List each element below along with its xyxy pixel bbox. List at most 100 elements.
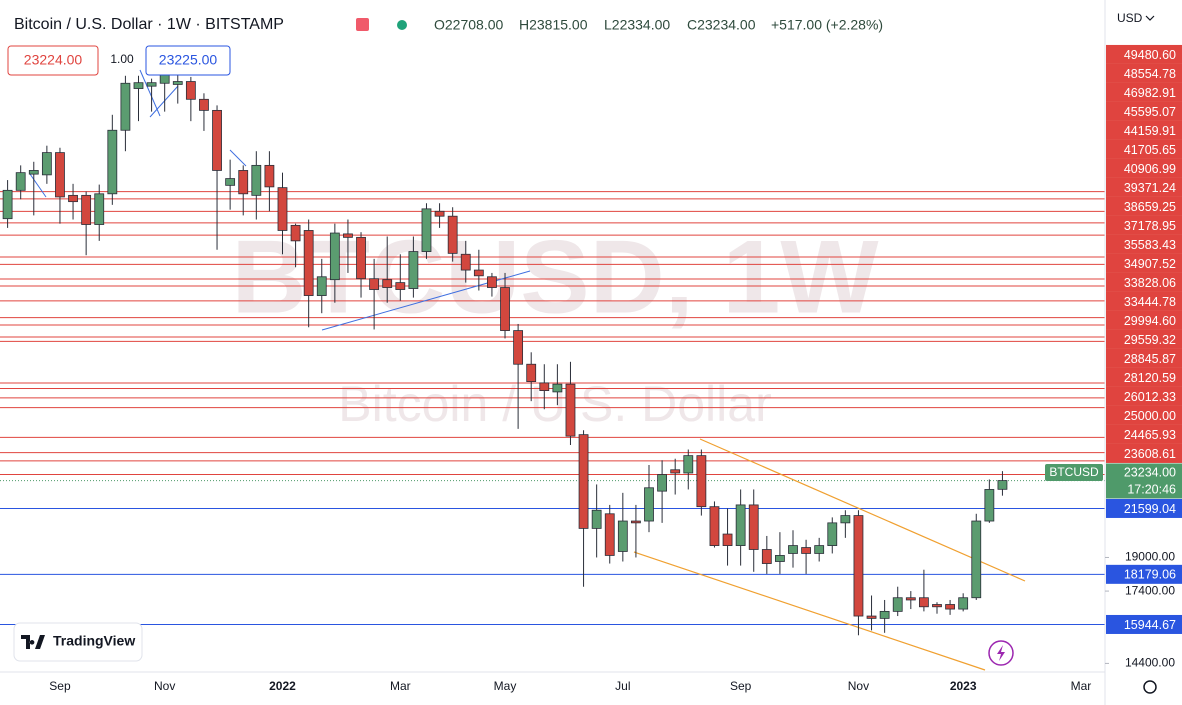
candle-body [696, 455, 707, 508]
level-label: 37178.95 [1124, 219, 1176, 233]
x-tick-label: Sep [49, 679, 71, 693]
candle-body [120, 82, 131, 131]
candle-body [617, 520, 628, 552]
level-label-box [1106, 139, 1182, 159]
level-label-box [1106, 564, 1182, 584]
legend-change: +517.00 (+2.28%) [771, 17, 883, 33]
candle-body [552, 383, 563, 393]
level-label: 35583.43 [1124, 238, 1176, 252]
level-label: 45595.07 [1124, 105, 1176, 119]
level-label: 24465.93 [1124, 428, 1176, 442]
level-label-box [1106, 44, 1182, 64]
level-label: 38659.25 [1124, 200, 1176, 214]
sell-price: 23224.00 [24, 52, 83, 68]
candle-body [408, 251, 419, 289]
buy-price: 23225.00 [159, 52, 218, 68]
symbol-tag-box [1045, 463, 1103, 481]
level-label-box [1106, 215, 1182, 235]
remove-icon[interactable] [356, 18, 369, 31]
currency[interactable]: USD [1117, 11, 1143, 25]
spread: 1.00 [110, 52, 134, 66]
candle-body [984, 489, 995, 522]
x-tick-label: 2023 [950, 679, 977, 693]
axes: Sep Nov 2022 Mar May Jul Sep Nov 2023 Mar 19000.00… [49, 44, 1182, 693]
candle-body [748, 504, 759, 550]
last-price-box [1106, 463, 1182, 499]
candle-body [329, 232, 340, 281]
candle-body [68, 194, 78, 203]
candle-body [788, 545, 798, 554]
logo-text: TradingView [53, 633, 135, 649]
candle-body [565, 383, 576, 437]
y-tick-label: 14400.00 [1125, 656, 1175, 670]
candle-body [460, 253, 471, 271]
settings-icon[interactable] [1143, 680, 1157, 694]
candle-body [761, 549, 772, 564]
candle-body [421, 208, 432, 252]
candle-body [15, 172, 26, 191]
x-tick-label: Mar [1071, 679, 1092, 693]
candles [2, 64, 1008, 636]
level-label: 49480.60 [1124, 48, 1176, 62]
candle-body [487, 276, 497, 288]
level-label-box [1106, 329, 1182, 349]
candle-body [879, 610, 890, 619]
level-label-box [1106, 291, 1182, 311]
x-tick-label: Nov [154, 679, 175, 693]
candle-body [670, 469, 681, 474]
candle-body [251, 164, 262, 196]
candle-body [369, 278, 380, 290]
candle-body [958, 597, 969, 610]
x-tick-label: Nov [848, 679, 869, 693]
level-label-box [1106, 386, 1182, 406]
alert-bolt [997, 645, 1005, 661]
candle-body [840, 515, 851, 524]
candle-body [919, 597, 929, 608]
chart-title: Bitcoin / U.S. Dollar · 1W · BITSTAMP [14, 16, 284, 33]
candle-body [892, 597, 903, 612]
candle-body [591, 509, 602, 529]
level-label: 28120.59 [1124, 371, 1176, 385]
level-label-box [1106, 101, 1182, 121]
level-label: 40906.99 [1124, 162, 1176, 176]
level-label: 26012.33 [1124, 390, 1176, 404]
level-label: 46982.91 [1124, 86, 1176, 100]
candle-body [814, 545, 825, 554]
level-label: 25000.00 [1124, 409, 1176, 423]
candle-body [264, 164, 275, 188]
candle-body [434, 210, 445, 217]
candle-body [853, 515, 864, 617]
level-label-box [1106, 310, 1182, 330]
symbol-tag: BTCUSD [1049, 465, 1099, 479]
logo-box[interactable] [13, 622, 143, 662]
candle-body [709, 506, 720, 546]
x-tick-label: Sep [730, 679, 752, 693]
trend-line [229, 149, 247, 167]
candle-body [526, 363, 537, 383]
candle-body [28, 170, 39, 175]
logo-mark [21, 635, 45, 649]
candle-body [172, 81, 183, 85]
legend-high: H23815.00 [519, 17, 588, 33]
candle-body [945, 604, 955, 610]
sell-button[interactable] [7, 45, 99, 76]
candle-body [644, 487, 654, 522]
header: Bitcoin / U.S. Dollar · 1W · BITSTAMP O2… [7, 11, 1155, 76]
candle-body [316, 276, 327, 296]
buy-button[interactable] [145, 45, 231, 76]
candle-body [212, 109, 222, 171]
candle-body [107, 129, 118, 195]
trend-line [149, 85, 179, 118]
channel-lower [633, 551, 986, 671]
countdown: 17:20:46 [1127, 482, 1176, 496]
candle-body [683, 455, 694, 474]
candle-body [722, 533, 733, 546]
candle-body [971, 520, 982, 599]
candle-body [932, 604, 942, 608]
candle-body [447, 215, 458, 254]
candle-body [55, 152, 65, 198]
candle-body [303, 230, 314, 296]
